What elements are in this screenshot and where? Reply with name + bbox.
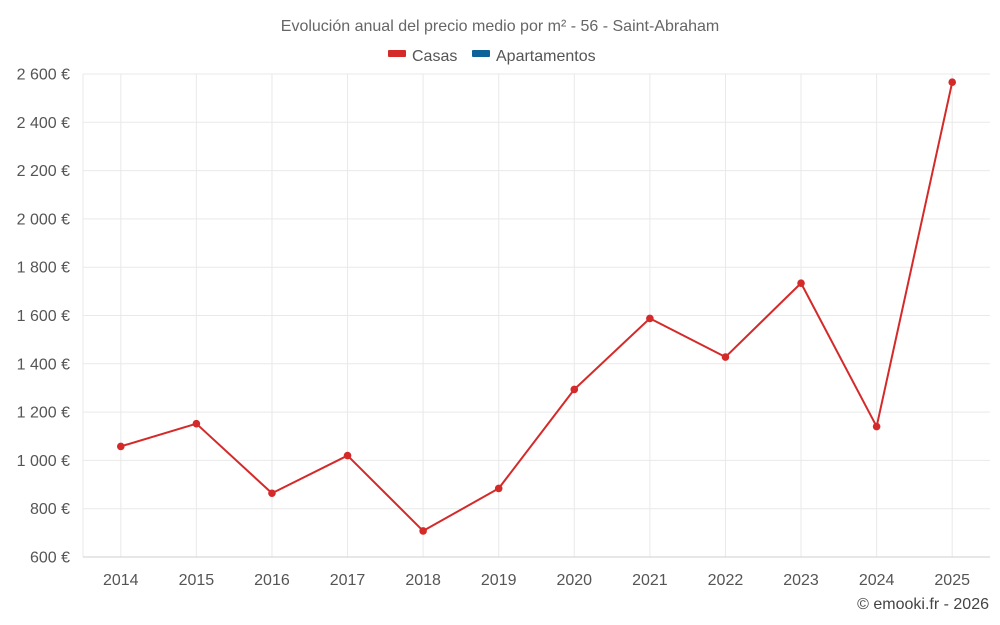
data-point[interactable] bbox=[646, 314, 654, 323]
x-tick-label: 2014 bbox=[103, 572, 139, 589]
data-point[interactable] bbox=[797, 279, 805, 287]
x-tick-label: 2023 bbox=[783, 572, 819, 589]
data-point[interactable] bbox=[948, 78, 957, 87]
x-tick-label: 2018 bbox=[405, 572, 441, 589]
x-tick-label: 2025 bbox=[934, 572, 970, 589]
credit-text: © emooki.fr - 2026 bbox=[857, 596, 989, 613]
data-point[interactable] bbox=[343, 451, 352, 460]
x-tick-label: 2015 bbox=[179, 572, 215, 589]
legend-label-apartamentos: Apartamentos bbox=[496, 48, 596, 65]
y-tick-label: 2 000 € bbox=[17, 211, 70, 228]
data-point[interactable] bbox=[494, 484, 503, 493]
data-point[interactable] bbox=[721, 353, 730, 361]
data-point[interactable] bbox=[192, 419, 201, 428]
legend-swatch-casas bbox=[388, 50, 406, 57]
x-tick-label: 2017 bbox=[330, 572, 366, 589]
y-tick-label: 2 600 € bbox=[17, 67, 70, 84]
x-tick-label: 2019 bbox=[481, 572, 517, 589]
axes: 600 € 800 € 1 000 € 1 200 € 1 400 € 1 600 € 1 … bbox=[17, 67, 990, 589]
y-tick-label: 1 600 € bbox=[17, 308, 70, 325]
legend-item-casas[interactable]: Casas bbox=[388, 48, 457, 65]
x-tick-label: 2022 bbox=[708, 572, 744, 589]
gridlines bbox=[82, 73, 990, 557]
x-tick-label: 2016 bbox=[254, 572, 290, 589]
series-line-casas bbox=[120, 81, 954, 532]
y-tick-label: 600 € bbox=[30, 550, 70, 567]
legend-swatch-apartamentos bbox=[472, 50, 490, 57]
data-point[interactable] bbox=[268, 489, 276, 498]
data-point[interactable] bbox=[116, 442, 125, 451]
y-tick-label: 1 000 € bbox=[17, 453, 70, 470]
y-tick-label: 2 200 € bbox=[17, 163, 70, 180]
x-tick-label: 2021 bbox=[632, 572, 668, 589]
data-point[interactable] bbox=[419, 527, 427, 535]
y-tick-label: 1 800 € bbox=[17, 260, 70, 277]
legend: Casas Apartamentos bbox=[388, 48, 596, 65]
x-tick-label: 2024 bbox=[859, 572, 895, 589]
y-tick-label: 1 400 € bbox=[17, 356, 70, 373]
x-tick-label: 2020 bbox=[556, 572, 592, 589]
data-point[interactable] bbox=[570, 385, 579, 394]
data-point[interactable] bbox=[872, 422, 881, 431]
chart-title: Evolución anual del precio medio por m² … bbox=[281, 18, 719, 35]
y-tick-label: 1 200 € bbox=[17, 405, 70, 422]
legend-item-apartamentos[interactable]: Apartamentos bbox=[472, 48, 596, 65]
y-tick-label: 2 400 € bbox=[17, 115, 70, 132]
y-tick-label: 800 € bbox=[30, 501, 70, 518]
series-casas bbox=[116, 78, 957, 535]
legend-label-casas: Casas bbox=[412, 48, 457, 65]
